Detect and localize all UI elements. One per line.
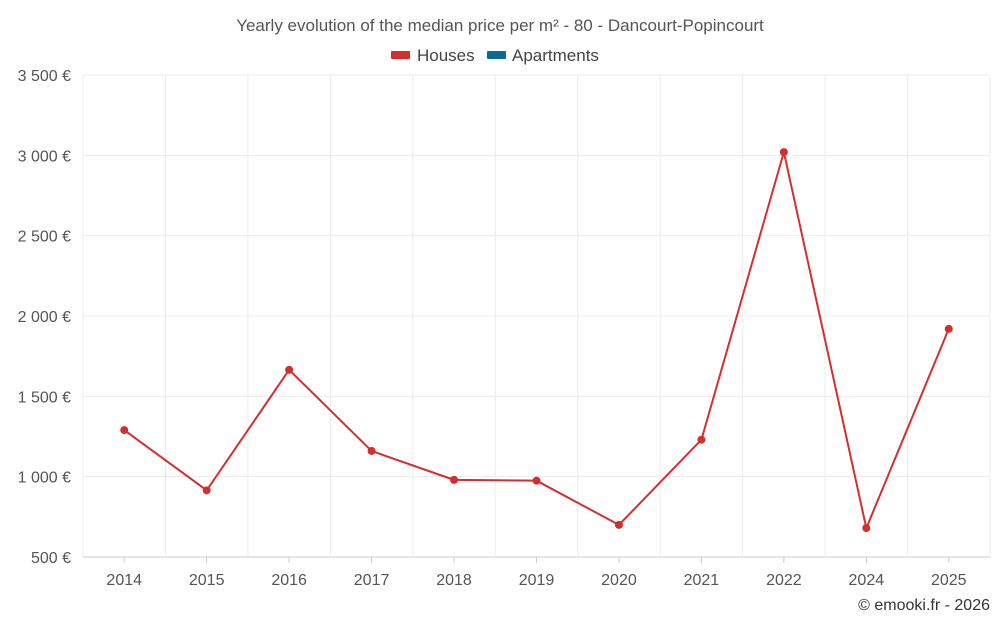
data-point-houses-2025[interactable] <box>944 324 953 333</box>
data-point-houses-2021[interactable] <box>697 435 706 444</box>
data-point-houses-2022[interactable] <box>779 148 788 157</box>
x-tick-label: 2014 <box>106 572 142 589</box>
x-tick-label: 2017 <box>354 572 390 589</box>
gridlines <box>82 74 991 558</box>
data-point-houses-2015[interactable] <box>202 486 211 495</box>
x-tick-label: 2020 <box>601 572 637 589</box>
y-tick-label: 500 € <box>31 550 71 567</box>
data-point-houses-2020[interactable] <box>614 520 623 529</box>
legend-label-houses: Houses <box>417 46 475 65</box>
y-tick-label: 2 500 € <box>18 229 71 246</box>
y-axis: 500 € 1 000 € 1 500 € 2 000 € 2 500 € 3 000 €… <box>18 68 71 567</box>
legend-swatch-apartments <box>487 51 506 59</box>
x-tick-label: 2021 <box>684 572 720 589</box>
legend-item-apartments[interactable]: Apartments <box>487 46 599 65</box>
data-point-houses-2014[interactable] <box>120 426 129 435</box>
data-point-houses-2019[interactable] <box>532 476 541 485</box>
data-point-houses-2018[interactable] <box>450 475 459 484</box>
data-point-houses-2024[interactable] <box>862 524 871 533</box>
y-tick-label: 1 000 € <box>18 470 71 487</box>
legend-item-houses[interactable]: Houses <box>391 46 475 65</box>
legend: Houses Apartments <box>391 46 599 65</box>
x-tick-label: 2024 <box>849 572 885 589</box>
y-tick-label: 3 000 € <box>18 148 71 165</box>
x-tick-label: 2015 <box>189 572 225 589</box>
y-tick-label: 2 000 € <box>18 309 71 326</box>
x-axis: 2014 2015 2016 2017 2018 2019 2020 2021 2022 2024… <box>106 557 967 589</box>
y-tick-label: 3 500 € <box>18 68 71 85</box>
data-point-houses-2016[interactable] <box>285 365 294 374</box>
legend-label-apartments: Apartments <box>512 46 599 65</box>
x-tick-label: 2022 <box>766 572 802 589</box>
series-layer <box>120 148 953 533</box>
x-tick-label: 2025 <box>931 572 967 589</box>
y-tick-label: 1 500 € <box>18 389 71 406</box>
legend-swatch-houses <box>391 51 410 59</box>
x-tick-label: 2018 <box>436 572 472 589</box>
data-point-houses-2017[interactable] <box>367 446 376 455</box>
chart-title: Yearly evolution of the median price per… <box>236 16 764 35</box>
credit-text: © emooki.fr - 2026 <box>858 597 990 614</box>
x-tick-label: 2016 <box>271 572 307 589</box>
x-tick-label: 2019 <box>519 572 555 589</box>
